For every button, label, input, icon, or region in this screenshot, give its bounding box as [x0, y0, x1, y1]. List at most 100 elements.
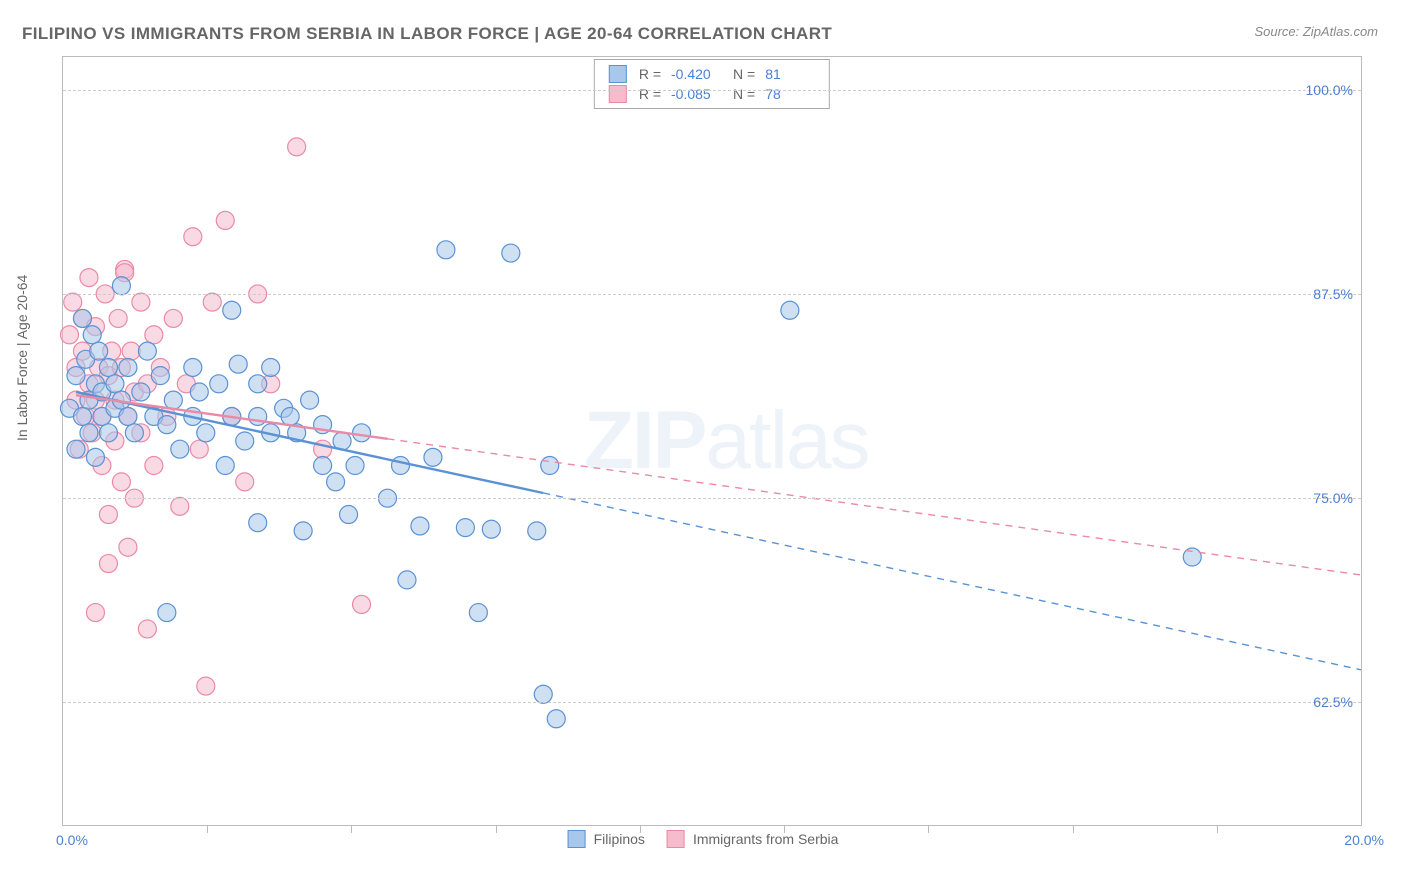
y-axis-label: In Labor Force | Age 20-64 [14, 275, 30, 441]
scatter-point [210, 375, 228, 393]
x-tick-mark [928, 825, 929, 833]
y-tick-label: 100.0% [1306, 82, 1353, 98]
chart-title: FILIPINO VS IMMIGRANTS FROM SERBIA IN LA… [22, 24, 832, 44]
x-tick-mark [351, 825, 352, 833]
scatter-point [236, 432, 254, 450]
scatter-point [301, 391, 319, 409]
scatter-point [60, 326, 78, 344]
scatter-point [132, 293, 150, 311]
scatter-point [184, 228, 202, 246]
gridline-horizontal [63, 294, 1361, 295]
scatter-point [781, 301, 799, 319]
header-row: FILIPINO VS IMMIGRANTS FROM SERBIA IN LA… [18, 18, 1382, 56]
legend-swatch-series2 [609, 85, 627, 103]
plot-area: ZIPatlas R = -0.420 N = 81 R = -0.085 N … [62, 56, 1362, 826]
legend-bottom-label-1: Filipinos [594, 831, 645, 847]
x-tick-mark [1073, 825, 1074, 833]
scatter-point [119, 538, 137, 556]
r-value-series2: -0.085 [671, 86, 721, 102]
scatter-point [151, 367, 169, 385]
scatter-point [171, 440, 189, 458]
x-axis-max-label: 20.0% [1344, 832, 1384, 848]
legend-bottom-label-2: Immigrants from Serbia [693, 831, 838, 847]
scatter-point [294, 522, 312, 540]
gridline-horizontal [63, 498, 1361, 499]
trend-line-dashed [388, 439, 1362, 575]
scatter-point [138, 342, 156, 360]
scatter-point [469, 604, 487, 622]
legend-bottom-swatch-1 [568, 830, 586, 848]
scatter-point [547, 710, 565, 728]
n-label: N = [733, 66, 755, 82]
n-value-series1: 81 [765, 66, 815, 82]
scatter-point [190, 440, 208, 458]
gridline-horizontal [63, 702, 1361, 703]
scatter-point [99, 358, 117, 376]
scatter-point [340, 506, 358, 524]
scatter-point [411, 517, 429, 535]
scatter-point [314, 457, 332, 475]
r-label: R = [639, 66, 661, 82]
scatter-point [119, 358, 137, 376]
scatter-point [353, 424, 371, 442]
scatter-point [184, 358, 202, 376]
x-tick-mark [496, 825, 497, 833]
scatter-point [112, 277, 130, 295]
scatter-point [288, 138, 306, 156]
scatter-point [99, 424, 117, 442]
scatter-point [86, 448, 104, 466]
x-tick-mark [1217, 825, 1218, 833]
scatter-point [281, 407, 299, 425]
scatter-point [346, 457, 364, 475]
scatter-point [86, 604, 104, 622]
scatter-point [216, 211, 234, 229]
scatter-point [482, 520, 500, 538]
scatter-point [424, 448, 442, 466]
scatter-point [90, 342, 108, 360]
plot-wrap: In Labor Force | Age 20-64 ZIPatlas R = … [28, 56, 1378, 826]
scatter-point [391, 457, 409, 475]
scatter-point [164, 309, 182, 327]
scatter-point [353, 595, 371, 613]
scatter-point [262, 358, 280, 376]
scatter-point [216, 457, 234, 475]
legend-top-row-1: R = -0.420 N = 81 [609, 64, 815, 84]
scatter-point [67, 367, 85, 385]
legend-bottom-item-2: Immigrants from Serbia [667, 830, 838, 848]
scatter-point [73, 407, 91, 425]
y-tick-label: 75.0% [1313, 490, 1353, 506]
scatter-point [132, 383, 150, 401]
trend-line-dashed [543, 493, 1361, 670]
scatter-point [223, 301, 241, 319]
scatter-point [145, 326, 163, 344]
x-tick-mark [207, 825, 208, 833]
scatter-point [119, 407, 137, 425]
legend-top-row-2: R = -0.085 N = 78 [609, 84, 815, 104]
scatter-point [327, 473, 345, 491]
legend-bottom-swatch-2 [667, 830, 685, 848]
scatter-point [83, 326, 101, 344]
scatter-point [80, 424, 98, 442]
scatter-point [398, 571, 416, 589]
legend-swatch-series1 [609, 65, 627, 83]
scatter-point [125, 424, 143, 442]
scatter-point [456, 519, 474, 537]
y-tick-label: 87.5% [1313, 286, 1353, 302]
scatter-point [99, 506, 117, 524]
scatter-point [158, 416, 176, 434]
chart-container: FILIPINO VS IMMIGRANTS FROM SERBIA IN LA… [0, 0, 1406, 892]
scatter-point [73, 309, 91, 327]
r-value-series1: -0.420 [671, 66, 721, 82]
scatter-point [64, 293, 82, 311]
scatter-point [112, 473, 130, 491]
scatter-point [171, 497, 189, 515]
scatter-point [502, 244, 520, 262]
scatter-point [99, 555, 117, 573]
scatter-point [145, 457, 163, 475]
gridline-horizontal [63, 90, 1361, 91]
scatter-point [541, 457, 559, 475]
scatter-point [437, 241, 455, 259]
n-value-series2: 78 [765, 86, 815, 102]
n-label: N = [733, 86, 755, 102]
scatter-point [197, 677, 215, 695]
